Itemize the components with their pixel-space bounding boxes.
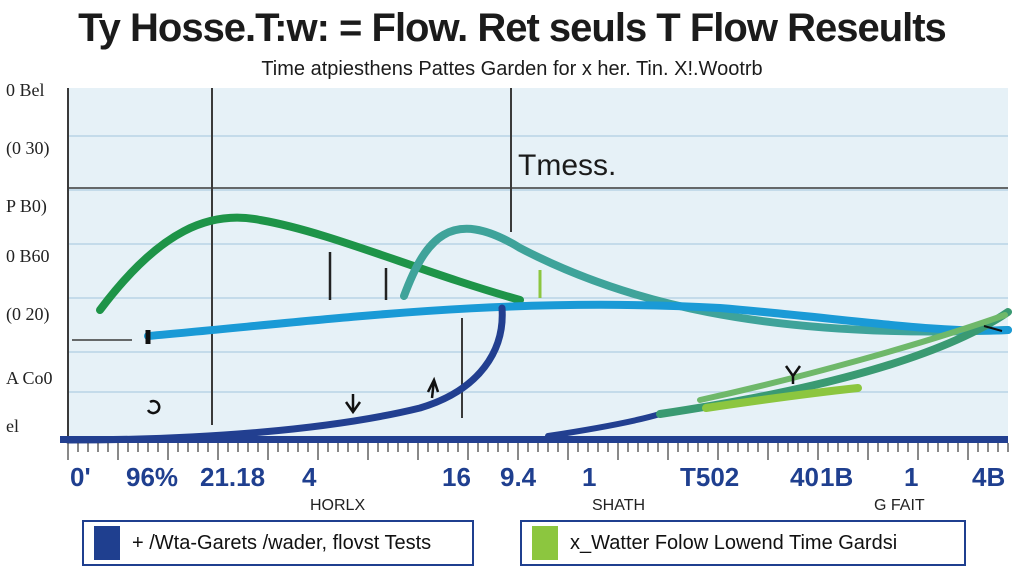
x-tick-label: 96% — [126, 462, 178, 492]
arrow-glyph — [344, 394, 362, 415]
x-tick-label: 1 — [904, 462, 918, 492]
legend-label-2: x_Watter Folow Lowend Time Gardsi — [570, 531, 898, 554]
plot-area — [68, 88, 1008, 440]
series-navy-curve-2 — [545, 411, 663, 439]
y-axis-labels: 0 Bel (0 30) P B0) 0 B60 (0 20) A Co0 el — [6, 80, 53, 436]
y-label: (0 20) — [6, 304, 50, 325]
legend-item-2: x_Watter Folow Lowend Time Gardsi — [520, 520, 966, 566]
series-teal-curve — [400, 224, 1012, 336]
x-tick-label: 1 — [582, 462, 596, 492]
x-tick-label: 4 — [302, 462, 317, 492]
y-label: P B0) — [6, 196, 47, 217]
x-axis: 0' 96% 21.18 4 16 9.4 1 T502 40 1B 1 4B HORLX SHATH G … — [60, 436, 1009, 514]
x-tick-label: 0' — [70, 462, 91, 492]
y-label: 0 Bel — [6, 80, 45, 100]
legend-label-1: + /Wta-Garets /wader, flovst Tests — [132, 531, 432, 554]
arrow-glyph — [784, 365, 802, 384]
y-label: el — [6, 416, 19, 436]
x-tick-label: 16 — [442, 462, 471, 492]
x-tick-label: 21.18 — [200, 462, 265, 492]
curves — [64, 213, 1012, 444]
x-sublabel: G FAIT — [874, 497, 925, 514]
legend-swatch-2 — [532, 526, 558, 560]
legend-swatch-1 — [94, 526, 120, 560]
arrow-glyph — [426, 376, 440, 399]
x-tick-label: 40 — [790, 462, 819, 492]
annotation: Tmess. — [518, 149, 616, 182]
arrow-glyph — [983, 325, 1003, 332]
grid — [67, 88, 1008, 440]
x-sublabel: HORLX — [310, 497, 365, 514]
mark-c — [146, 399, 161, 415]
x-tick-label: 9.4 — [500, 462, 537, 492]
x-tick-label: 4B — [972, 462, 1005, 492]
y-label: A Co0 — [6, 368, 53, 388]
x-sublabel: SHATH — [592, 497, 645, 514]
chart-title: Ty Hosse.T:w: = Flow. Ret seuls T Flow R… — [78, 6, 947, 50]
series-lime-tail — [702, 384, 862, 412]
y-label: (0 30) — [6, 138, 50, 159]
chart-subtitle: Time atpiesthens Pattes Garden for x her… — [261, 58, 763, 80]
x-tick-label: 1B — [820, 462, 853, 492]
x-axis-bar — [60, 436, 1008, 443]
x-tick-label: T502 — [680, 462, 739, 492]
legend-item-1: + /Wta-Garets /wader, flovst Tests — [82, 520, 474, 566]
series-blue-curve — [144, 300, 1012, 340]
series-lightgreen-tail — [697, 312, 1008, 403]
series-green-curve — [96, 213, 524, 314]
y-label: 0 B60 — [6, 246, 50, 266]
